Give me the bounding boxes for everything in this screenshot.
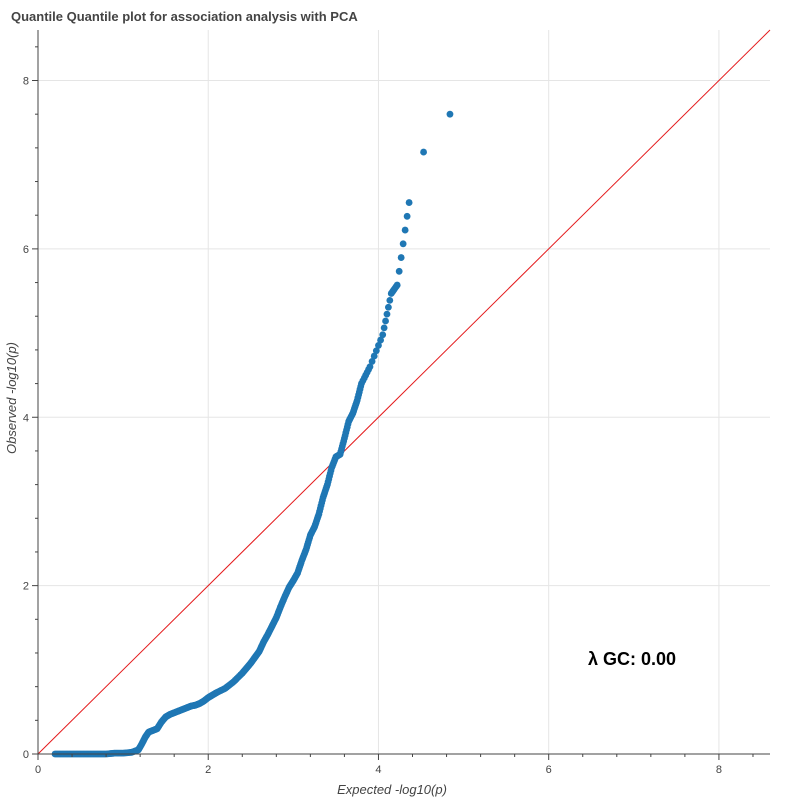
data-point-fill — [403, 212, 411, 220]
data-point-fill — [384, 303, 392, 311]
x-tick-label: 2 — [205, 764, 211, 776]
data-point-fill — [382, 317, 389, 325]
y-tick-label: 0 — [23, 749, 29, 761]
x-tick-label: 4 — [375, 764, 381, 776]
data-point-fill — [401, 226, 409, 234]
data-point-fill — [370, 352, 378, 360]
x-tick-label: 0 — [35, 764, 41, 776]
data-point-fill — [399, 240, 407, 248]
chart-title: Quantile Quantile plot for association a… — [11, 9, 358, 24]
data-point-fill — [380, 324, 388, 332]
data-point-fill — [383, 310, 391, 318]
y-tick-label: 4 — [23, 412, 29, 424]
data-point-fill — [397, 254, 405, 261]
x-tick-label: 6 — [546, 764, 552, 776]
data-point — [393, 281, 401, 289]
x-axis-ticks: 0 2 4 6 8 — [35, 754, 754, 776]
data-point — [420, 148, 427, 156]
data-point — [405, 199, 413, 206]
data-point-fill — [368, 358, 376, 365]
y-tick-label: 6 — [23, 244, 29, 256]
data-point-fill — [372, 347, 380, 355]
y-tick-label: 2 — [23, 581, 29, 593]
data-point-fill — [386, 296, 394, 304]
data-point — [446, 110, 454, 118]
x-axis-label: Expected -log10(p) — [337, 782, 447, 797]
reference-line — [37, 29, 771, 755]
x-tick-label: 8 — [716, 764, 722, 776]
y-axis-ticks: 0 2 4 6 8 — [23, 46, 38, 761]
data-point — [366, 363, 374, 371]
y-tick-label: 8 — [23, 76, 29, 88]
y-axis-label: Observed -log10(p) — [4, 342, 19, 454]
axes — [37, 30, 770, 755]
lambda-gc-annotation: λ GC: 0.00 — [588, 649, 676, 669]
data-point — [379, 331, 387, 339]
data-points — [51, 110, 454, 758]
data-point-fill — [395, 267, 403, 275]
data-point-fill — [377, 336, 384, 344]
data-point-fill — [375, 342, 382, 349]
